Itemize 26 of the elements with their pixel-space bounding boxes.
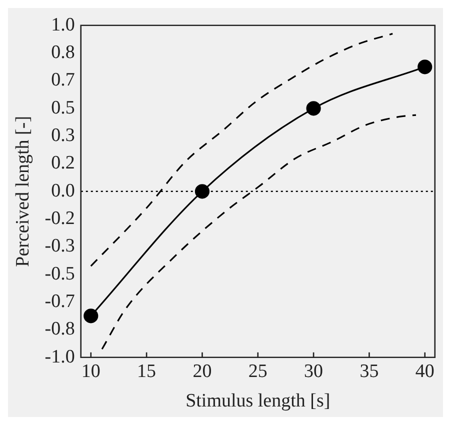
y-tick-label: 0.3: [51, 125, 75, 146]
y-tick-label: 0.2: [51, 152, 75, 174]
y-tick-label: -0.5: [44, 263, 75, 284]
point: [84, 308, 98, 324]
y-tick-label: 1.0: [51, 14, 75, 36]
y-tick-label: 0.8: [51, 42, 75, 64]
x-tick-label: 20: [192, 360, 212, 382]
y-tick-label: 0.7: [51, 70, 75, 91]
x-tick-label: 35: [360, 360, 379, 382]
y-axis-title: Perceived length [-]: [12, 116, 34, 267]
point: [418, 60, 432, 74]
y-tick-label: -0.7: [44, 291, 75, 312]
x-tick-label: 40: [415, 360, 434, 382]
x-tick-label: 10: [81, 360, 100, 382]
x-tick-label: 15: [137, 360, 156, 382]
y-tick-label: -0.8: [44, 318, 75, 340]
x-tick-label: 30: [304, 360, 324, 382]
y-tick-label: 0.5: [51, 97, 75, 118]
y-tick-label: 0.0: [51, 180, 75, 202]
y-tick-label: -1.0: [44, 346, 75, 368]
x-axis-title: Stimulus length [s]: [186, 390, 330, 412]
point: [194, 184, 210, 199]
x-tick-label: 25: [248, 360, 268, 382]
y-tick-label: -0.3: [44, 236, 75, 257]
y-tick-label: -0.2: [44, 208, 75, 230]
point: [306, 101, 321, 116]
